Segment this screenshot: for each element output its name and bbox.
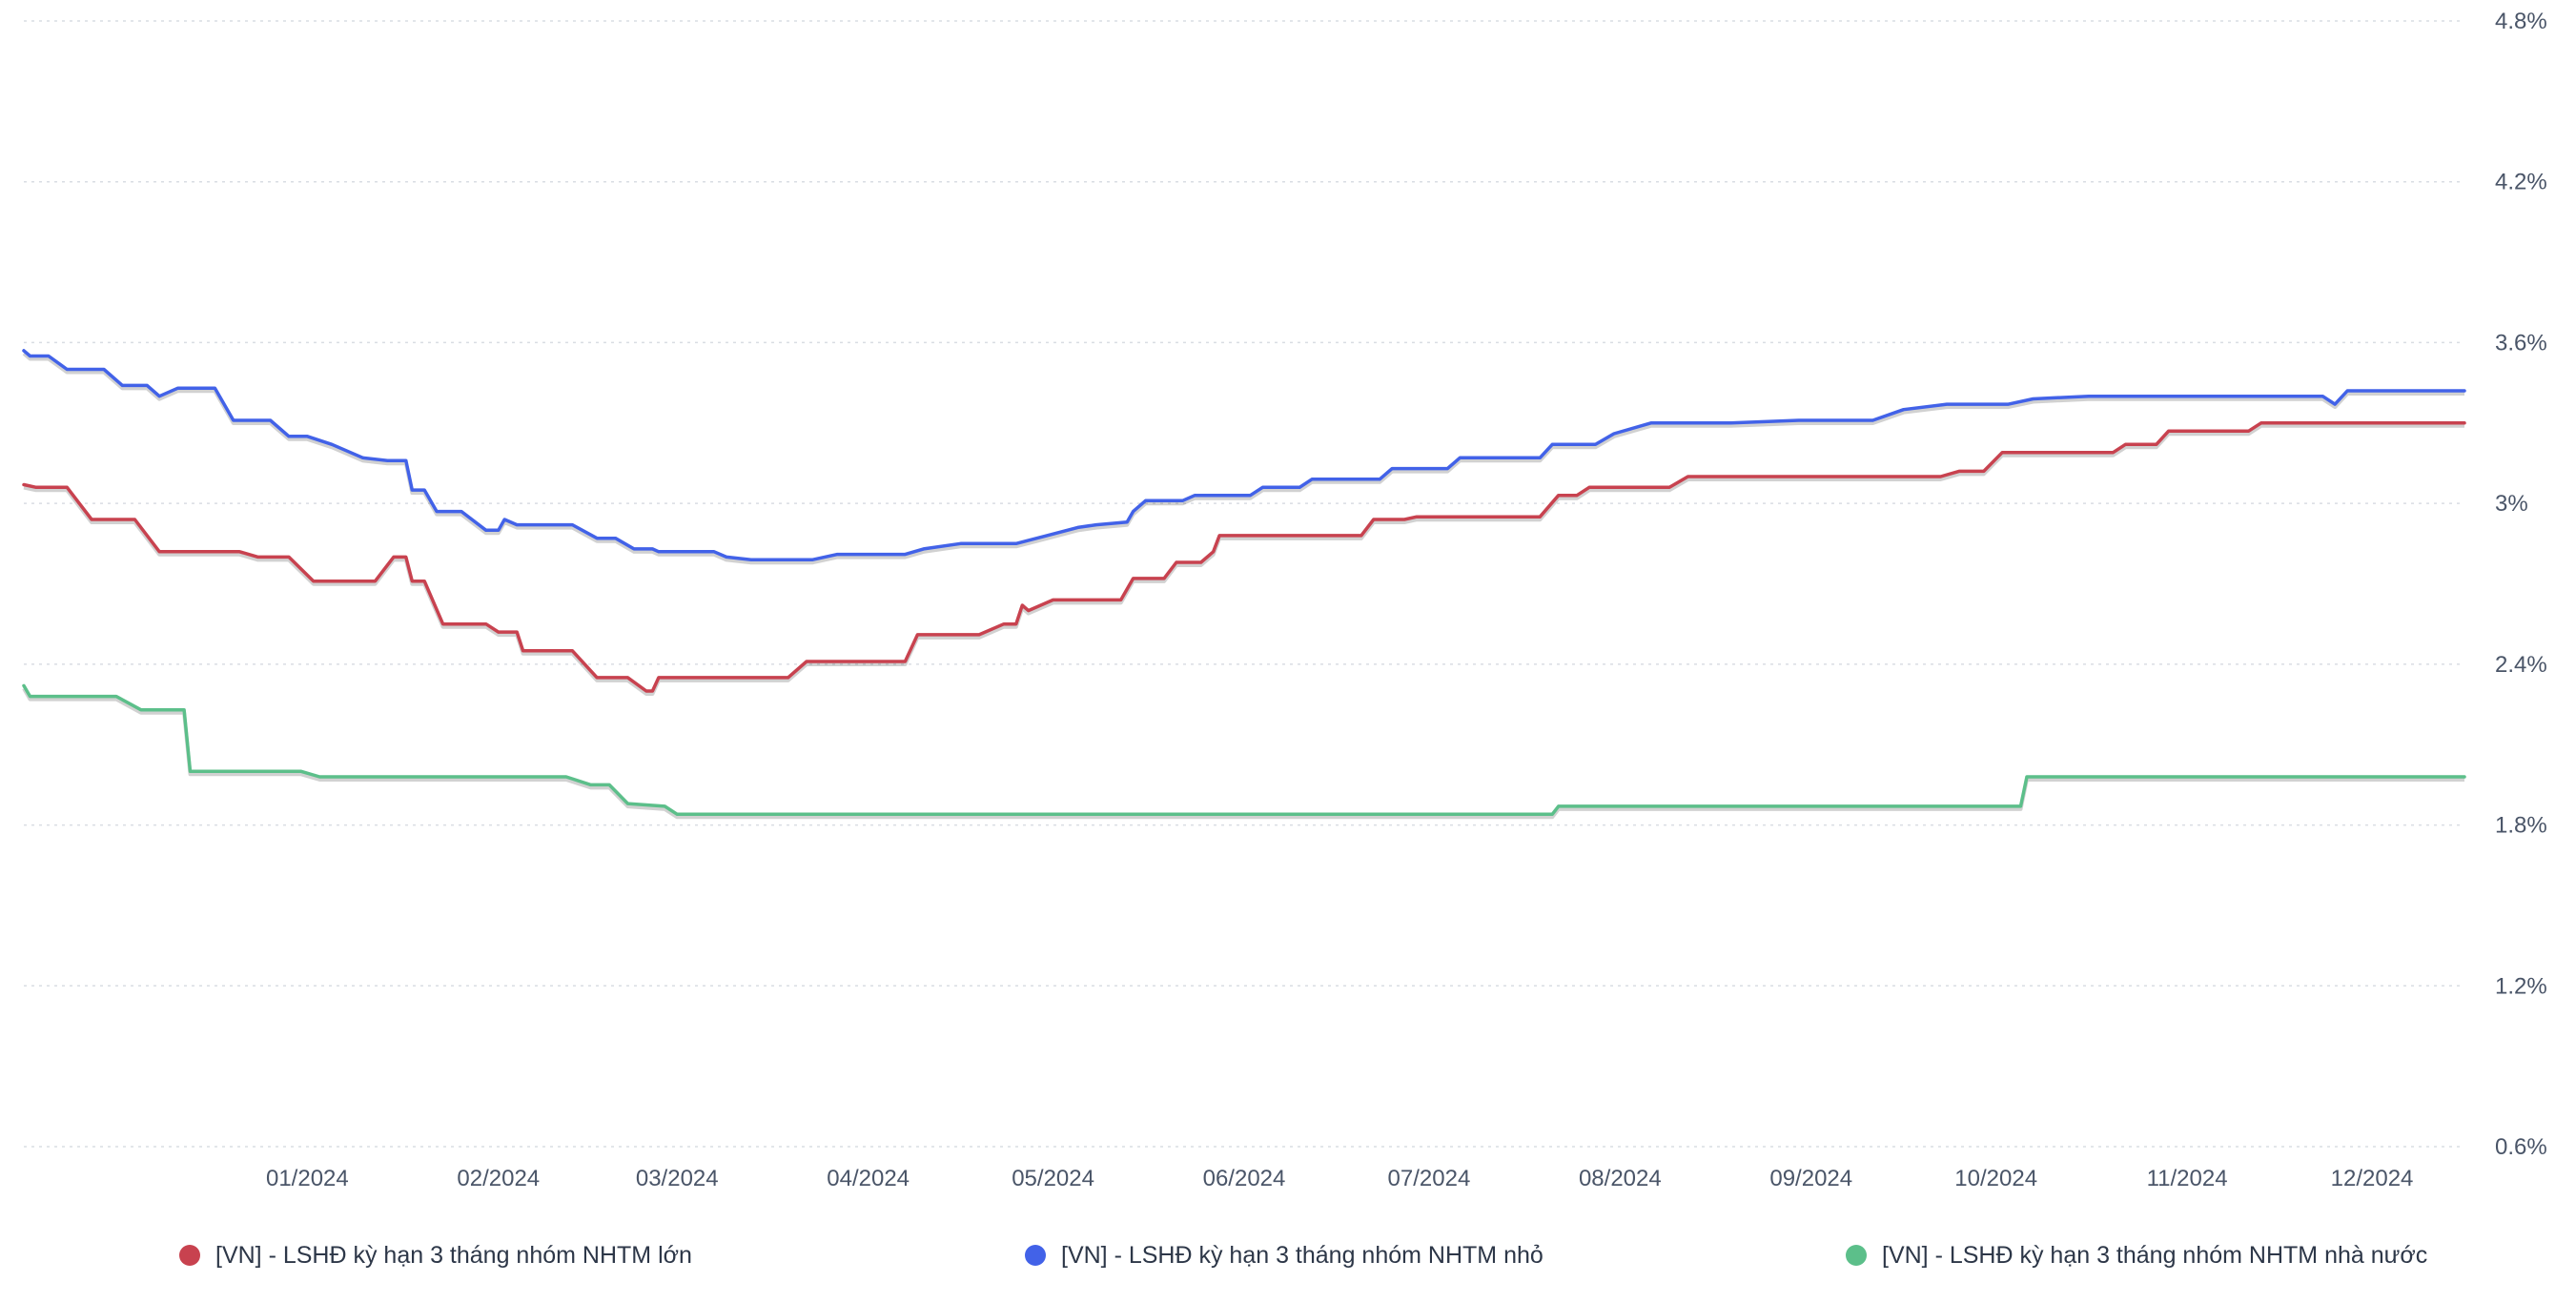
- series-shadow-2: [22, 687, 2464, 820]
- gridlines: [24, 20, 2464, 1148]
- legend-dot-large-banks: [179, 1245, 200, 1266]
- series-shadow-0: [23, 423, 2464, 696]
- x-tick-label: 06/2024: [1203, 1166, 1286, 1191]
- line-chart: 4.8% 4.2% 3.6% 3% 2.4% 1.8% 1.2% 0.6% 01/2024 02…: [22, 9, 2547, 1191]
- y-tick-label: 1.2%: [2495, 973, 2547, 999]
- x-tick-label: 08/2024: [1579, 1166, 1662, 1191]
- series-shadows: [22, 352, 2464, 820]
- y-tick-label: 0.6%: [2495, 1134, 2547, 1160]
- y-tick-label: 4.8%: [2495, 9, 2547, 34]
- x-axis-labels: 01/2024 02/2024 03/2024 04/2024 05/2024 06/20…: [266, 1166, 2413, 1191]
- x-tick-label: 07/2024: [1388, 1166, 1471, 1191]
- legend: [VN] - LSHĐ kỳ hạn 3 tháng nhóm NHTM lớn…: [0, 1239, 2576, 1277]
- legend-dot-small-banks: [1025, 1245, 1046, 1266]
- x-tick-label: 11/2024: [2147, 1166, 2228, 1191]
- series-shadow-1: [22, 352, 2464, 565]
- x-tick-label: 03/2024: [636, 1166, 719, 1191]
- x-tick-label: 05/2024: [1012, 1166, 1094, 1191]
- legend-dot-state-banks: [1846, 1245, 1867, 1266]
- legend-item-large-banks[interactable]: [VN] - LSHĐ kỳ hạn 3 tháng nhóm NHTM lớn: [179, 1239, 692, 1271]
- y-tick-label: 2.4%: [2495, 652, 2547, 678]
- series-line-2: [22, 683, 2466, 817]
- series-line-0: [22, 421, 2466, 693]
- legend-label-small-banks: [VN] - LSHĐ kỳ hạn 3 tháng nhóm NHTM nhỏ: [1061, 1241, 1544, 1269]
- x-tick-label: 12/2024: [2331, 1166, 2414, 1191]
- legend-item-small-banks[interactable]: [VN] - LSHĐ kỳ hạn 3 tháng nhóm NHTM nhỏ: [1025, 1239, 1544, 1271]
- legend-label-state-banks: [VN] - LSHĐ kỳ hạn 3 tháng nhóm NHTM nhà…: [1882, 1241, 2428, 1269]
- series-lines: [22, 349, 2466, 817]
- x-tick-label: 04/2024: [827, 1166, 910, 1191]
- x-tick-label: 01/2024: [266, 1166, 349, 1191]
- x-tick-label: 09/2024: [1769, 1166, 1852, 1191]
- x-tick-label: 02/2024: [457, 1166, 540, 1191]
- y-tick-label: 4.2%: [2495, 170, 2547, 195]
- legend-label-large-banks: [VN] - LSHĐ kỳ hạn 3 tháng nhóm NHTM lớn: [215, 1241, 692, 1269]
- x-tick-label: 10/2024: [1954, 1166, 2037, 1191]
- y-tick-label: 3.6%: [2495, 330, 2547, 356]
- y-tick-label: 1.8%: [2495, 813, 2547, 839]
- y-tick-label: 3%: [2495, 491, 2528, 517]
- y-axis-labels: 4.8% 4.2% 3.6% 3% 2.4% 1.8% 1.2% 0.6%: [2495, 9, 2547, 1160]
- series-line-1: [22, 349, 2466, 561]
- legend-item-state-banks[interactable]: [VN] - LSHĐ kỳ hạn 3 tháng nhóm NHTM nhà…: [1846, 1239, 2427, 1271]
